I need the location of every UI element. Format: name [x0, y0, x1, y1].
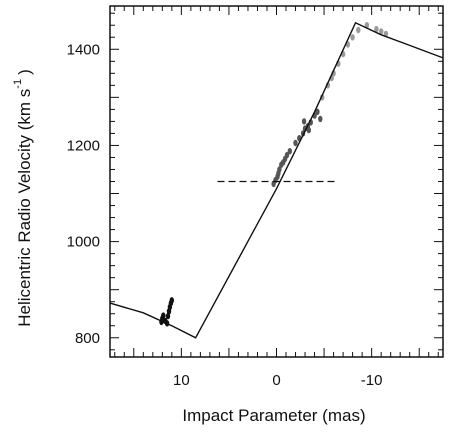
x-axis-title: Impact Parameter (mas)	[182, 406, 365, 425]
data-point	[315, 108, 320, 116]
x-tick-label: 10	[173, 372, 190, 389]
data-point	[306, 126, 311, 134]
y-axis-title-group: Helicentric Radio Velocity (km s-1)	[12, 69, 34, 327]
y-axis: 800 1000 1200 1400	[67, 12, 443, 351]
y-tick-label: 800	[75, 330, 100, 347]
y-tick-label: 1200	[67, 137, 100, 154]
data-point	[318, 115, 323, 123]
data-point	[165, 312, 171, 320]
data-point	[161, 312, 166, 319]
data-point	[169, 297, 174, 304]
data-point	[284, 151, 290, 159]
data-point	[277, 166, 282, 173]
model-curve	[109, 21, 444, 339]
data-points	[159, 22, 389, 327]
y-axis-title-main: Helicentric Radio Velocity (km s	[15, 89, 34, 327]
data-point	[287, 148, 292, 155]
y-tick-label: 1400	[67, 41, 100, 58]
x-tick-label: -10	[361, 372, 383, 389]
data-point	[364, 22, 370, 29]
y-axis-title-exponent: -1	[12, 79, 24, 89]
y-axis-title-close: )	[15, 69, 34, 75]
data-point	[379, 28, 384, 35]
y-axis-title: Helicentric Radio Velocity (km s-1)	[12, 69, 34, 327]
y-tick-label: 1000	[67, 234, 100, 251]
x-tick-label: 0	[272, 372, 280, 389]
data-point	[356, 26, 361, 34]
data-point	[301, 118, 307, 125]
data-point	[374, 25, 379, 33]
x-axis: 10 0 -10	[114, 6, 439, 389]
data-point	[350, 34, 355, 41]
data-point	[293, 139, 298, 147]
